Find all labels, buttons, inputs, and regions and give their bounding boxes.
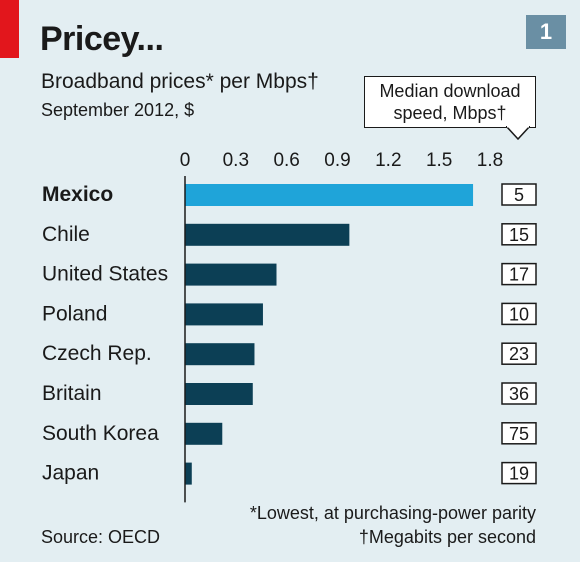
- speed-box: [501, 461, 537, 485]
- x-tick-label: 1.2: [375, 150, 401, 171]
- x-tick-label: 0: [180, 150, 191, 171]
- footnote-mbps: †Megabits per second: [358, 527, 536, 547]
- chart-date-unit: September 2012, $: [41, 100, 195, 120]
- speed-value: 75: [509, 424, 529, 444]
- chart-subtitle: Broadband prices* per Mbps†: [41, 70, 319, 93]
- category-label: Poland: [42, 302, 107, 325]
- category-label: United States: [42, 263, 168, 286]
- callout-line-2: speed, Mbps†: [393, 103, 507, 123]
- category-label: Britain: [42, 382, 102, 405]
- brand-red-mark: [0, 0, 19, 58]
- x-tick-label: 0.6: [273, 150, 299, 171]
- download-speed-callout: Median download speed, Mbps†: [364, 76, 536, 128]
- speed-value: 23: [509, 344, 529, 364]
- bar: [185, 303, 263, 326]
- bar: [185, 184, 474, 206]
- category-label: Chile: [42, 223, 90, 246]
- x-tick-label: 1.5: [426, 150, 452, 171]
- x-tick-label: 0.3: [223, 150, 249, 171]
- speed-box: [501, 422, 537, 445]
- chart-number-badge: 1: [526, 15, 566, 49]
- bar: [185, 462, 192, 485]
- speed-value: 10: [509, 304, 529, 324]
- x-tick-label: 0.9: [324, 150, 350, 171]
- source-note: Source: OECD: [41, 527, 161, 547]
- speed-value: 36: [509, 384, 529, 404]
- bar: [185, 422, 223, 445]
- speed-box: [501, 183, 537, 206]
- speed-box: [501, 302, 537, 326]
- x-tick-label: 1.8: [477, 150, 503, 171]
- category-label: Japan: [42, 462, 99, 485]
- category-label: South Korea: [42, 422, 159, 445]
- speed-value: 19: [509, 464, 529, 484]
- bar: [185, 263, 277, 286]
- bar: [185, 343, 255, 366]
- bar: [185, 383, 253, 405]
- speed-value: 5: [514, 185, 524, 205]
- speed-box: [501, 223, 537, 246]
- callout-pointer: [506, 126, 530, 141]
- speed-value: 15: [509, 225, 529, 245]
- bar: [185, 223, 350, 246]
- callout-line-1: Median download: [379, 81, 521, 101]
- category-label: Czech Rep.: [42, 342, 152, 365]
- speed-box: [501, 342, 537, 365]
- chart-title: Pricey...: [40, 20, 164, 58]
- speed-box: [501, 262, 537, 286]
- speed-box: [501, 382, 537, 405]
- category-label: Mexico: [42, 183, 113, 206]
- footnote-ppp: *Lowest, at purchasing-power parity: [249, 503, 536, 523]
- speed-value: 17: [509, 265, 529, 285]
